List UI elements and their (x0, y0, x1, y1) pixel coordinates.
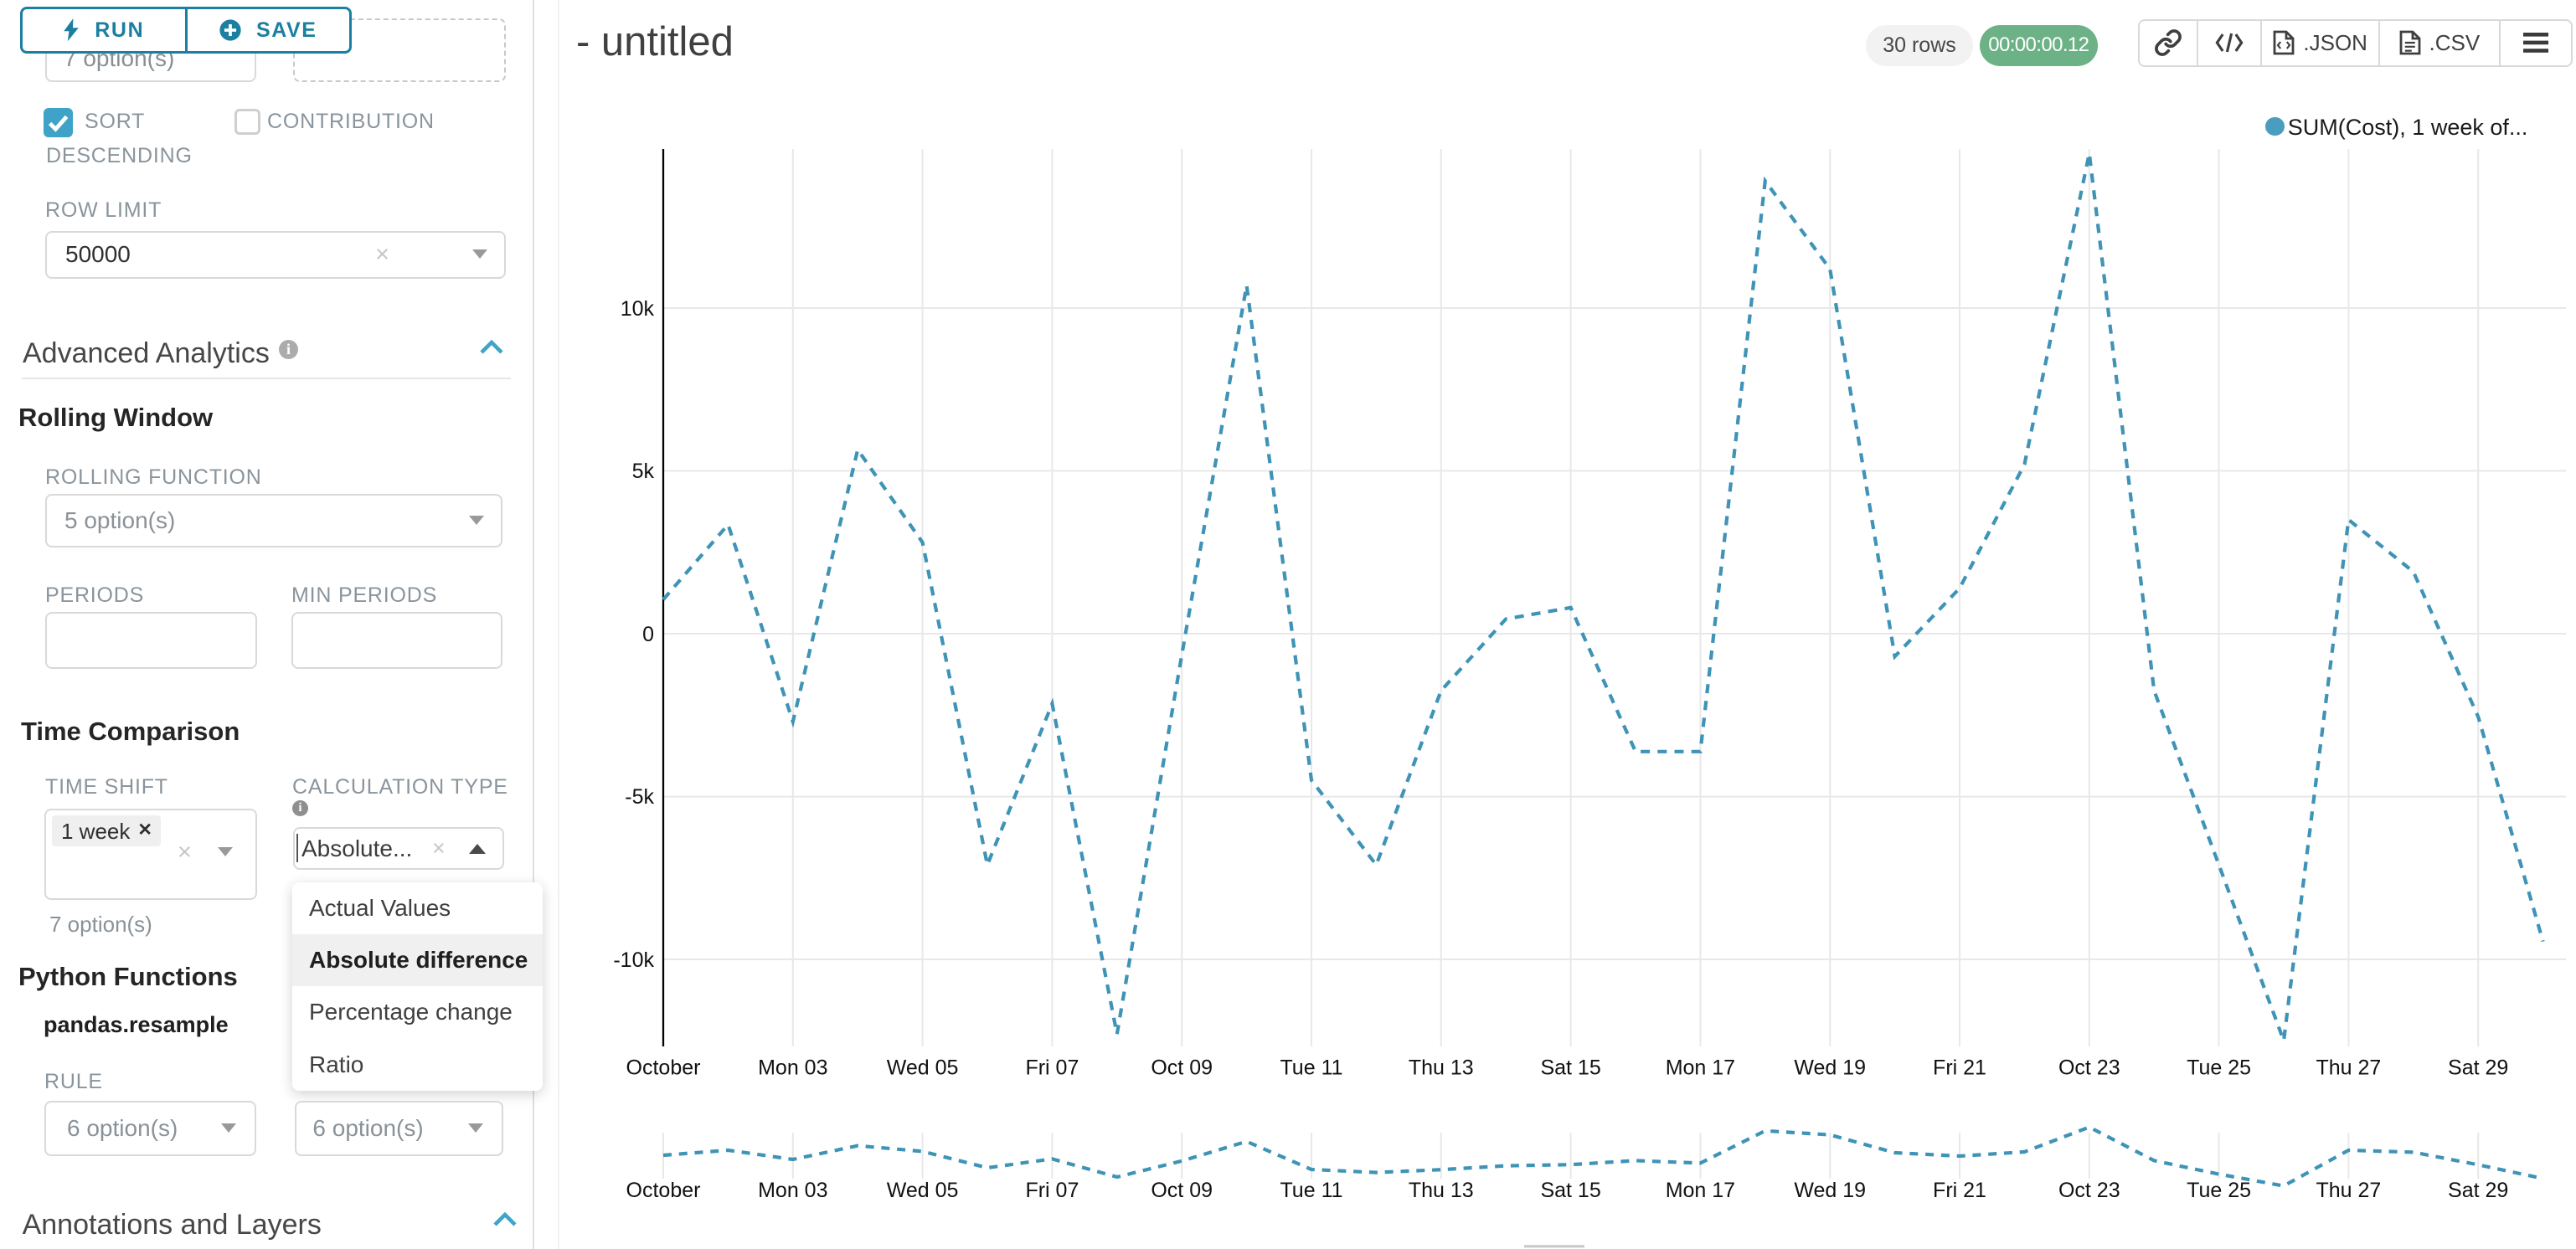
svg-text:Mon 17: Mon 17 (1666, 1056, 1735, 1080)
svg-text:5k: 5k (632, 460, 655, 483)
svg-text:Wed 05: Wed 05 (887, 1056, 959, 1080)
svg-text:Oct 23: Oct 23 (2058, 1056, 2120, 1080)
svg-text:Wed 19: Wed 19 (1794, 1179, 1866, 1202)
svg-text:Mon 03: Mon 03 (758, 1056, 827, 1080)
svg-text:Fri 07: Fri 07 (1025, 1179, 1079, 1202)
svg-text:0: 0 (642, 623, 654, 646)
svg-text:Tue 11: Tue 11 (1280, 1056, 1342, 1080)
svg-text:Oct 09: Oct 09 (1151, 1056, 1213, 1080)
svg-text:Sat 29: Sat 29 (2448, 1179, 2508, 1202)
svg-text:10k: 10k (621, 297, 655, 321)
svg-text:Tue 11: Tue 11 (1280, 1179, 1342, 1202)
svg-text:Thu 13: Thu 13 (1409, 1056, 1474, 1080)
svg-text:Fri 07: Fri 07 (1025, 1056, 1079, 1080)
svg-text:October: October (626, 1179, 701, 1202)
svg-text:Tue 25: Tue 25 (2187, 1056, 2251, 1080)
svg-text:Thu 27: Thu 27 (2316, 1056, 2381, 1080)
svg-text:Tue 25: Tue 25 (2187, 1179, 2251, 1202)
svg-text:Fri 21: Fri 21 (1933, 1179, 1986, 1202)
svg-text:Thu 13: Thu 13 (1409, 1179, 1474, 1202)
svg-text:Mon 03: Mon 03 (758, 1179, 827, 1202)
svg-text:Oct 23: Oct 23 (2058, 1179, 2120, 1202)
svg-text:Wed 19: Wed 19 (1794, 1056, 1866, 1080)
svg-text:Thu 27: Thu 27 (2316, 1179, 2381, 1202)
svg-text:-5k: -5k (625, 785, 654, 809)
svg-text:-10k: -10k (613, 948, 654, 972)
svg-text:October: October (626, 1056, 701, 1080)
svg-text:Oct 09: Oct 09 (1151, 1179, 1213, 1202)
svg-text:Fri 21: Fri 21 (1933, 1056, 1986, 1080)
svg-text:Sat 15: Sat 15 (1540, 1056, 1600, 1080)
svg-text:Sat 29: Sat 29 (2448, 1056, 2508, 1080)
svg-text:Mon 17: Mon 17 (1666, 1179, 1735, 1202)
svg-text:Sat 15: Sat 15 (1540, 1179, 1600, 1202)
svg-text:Wed 05: Wed 05 (887, 1179, 959, 1202)
